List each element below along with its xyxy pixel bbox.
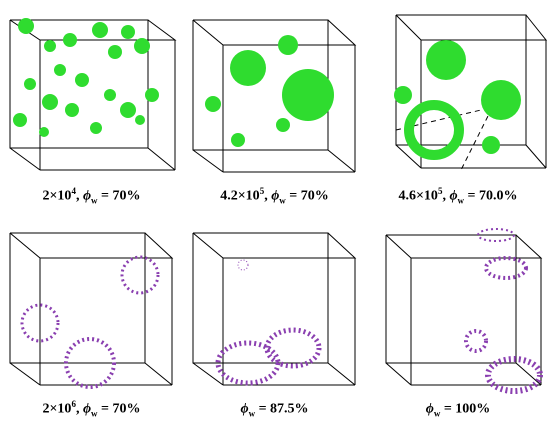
simulation-box-f (385, 228, 543, 394)
simulation-box-d (9, 232, 174, 389)
clusters-f (464, 228, 543, 394)
caption-a: 2×104, ϕw = 70% (42, 186, 141, 206)
panel-c: 4.6×105, ϕw = 70.0% (366, 0, 550, 213)
panel-f: ϕw = 100% (366, 213, 550, 427)
panel-a: 2×104, ϕw = 70% (0, 0, 183, 213)
simulation-box-b (192, 19, 357, 173)
clusters-a (13, 18, 159, 137)
clusters-e (215, 259, 322, 386)
caption-d: 2×106, ϕw = 70% (42, 399, 141, 419)
caption-c: 4.6×105, ϕw = 70.0% (398, 186, 518, 206)
clusters-c (394, 40, 521, 160)
simulation-box-a (9, 18, 177, 171)
clusters-b (205, 35, 334, 147)
panel-b: 4.2×105, ϕw = 70% (183, 0, 366, 213)
caption-e: ϕw = 87.5% (240, 401, 309, 419)
simulation-box-e (192, 232, 357, 386)
caption-b: 4.2×105, ϕw = 70% (220, 186, 329, 206)
panel-d: 2×106, ϕw = 70% (0, 213, 183, 427)
caption-f: ϕw = 100% (425, 401, 491, 419)
clusters-d (20, 255, 160, 389)
panel-e: ϕw = 87.5% (183, 213, 366, 427)
simulation-box-c (394, 14, 548, 171)
